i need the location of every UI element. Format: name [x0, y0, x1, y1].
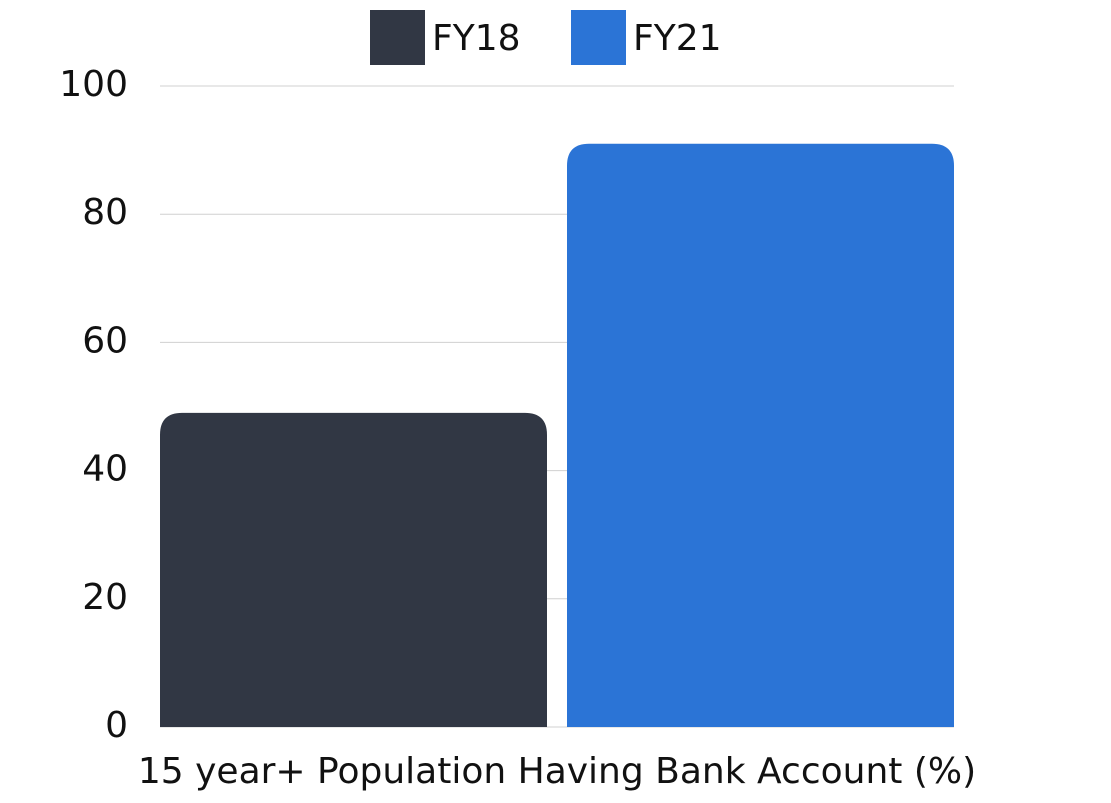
- legend-label: FY21: [633, 18, 722, 59]
- y-tick-label: 60: [82, 320, 128, 361]
- y-tick-label: 100: [59, 64, 128, 105]
- y-tick-label: 0: [105, 705, 128, 746]
- y-tick-label: 40: [82, 449, 128, 490]
- legend-swatch: [370, 10, 425, 65]
- y-tick-label: 20: [82, 577, 128, 618]
- bar: [160, 412, 547, 727]
- legend-label: FY18: [432, 18, 521, 59]
- legend-swatch: [571, 10, 626, 65]
- bar: [567, 143, 954, 727]
- x-tick-label: 15 year+ Population Having Bank Account …: [138, 751, 976, 792]
- y-tick-label: 80: [82, 192, 128, 233]
